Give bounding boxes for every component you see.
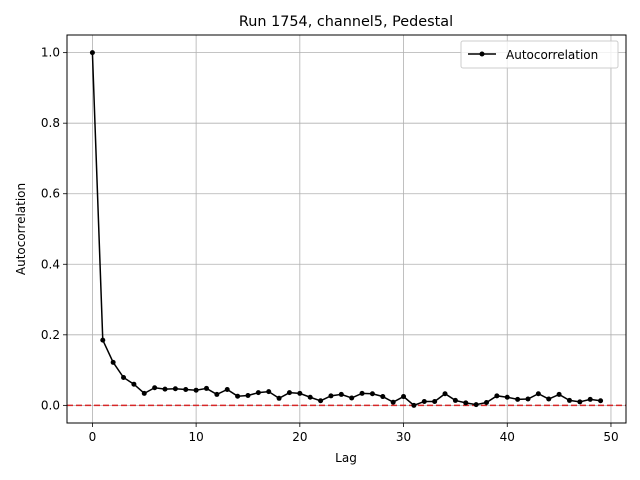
data-point <box>390 399 396 405</box>
data-point <box>328 393 334 399</box>
data-point <box>546 396 552 402</box>
data-point <box>556 391 562 397</box>
y-tick-label: 0.4 <box>41 257 60 271</box>
data-point <box>535 391 541 397</box>
legend-marker-icon <box>479 51 485 57</box>
data-point <box>162 386 168 392</box>
chart-title: Run 1754, channel5, Pedestal <box>239 14 453 30</box>
data-point <box>307 394 313 400</box>
legend-box <box>460 40 619 69</box>
data-point <box>255 390 261 396</box>
data-point <box>172 386 178 392</box>
data-point <box>598 398 604 404</box>
y-tick-label: 0.2 <box>41 328 60 342</box>
data-point <box>421 398 427 404</box>
y-axis-ticks: 0.0 0.2 0.4 0.6 0.8 1.0 <box>41 46 67 412</box>
data-point <box>245 392 251 398</box>
data-point <box>152 385 158 391</box>
legend: Autocorrelation <box>460 40 619 69</box>
data-point <box>463 400 469 406</box>
y-tick-label: 0.0 <box>41 398 60 412</box>
x-axis-label: Lag <box>335 451 357 465</box>
data-point <box>183 386 189 392</box>
data-point <box>494 393 500 399</box>
x-tick-label: 50 <box>603 430 618 444</box>
legend-label-autocorrelation: Autocorrelation <box>506 48 598 62</box>
data-point <box>587 396 593 402</box>
data-point <box>525 396 531 402</box>
data-point <box>100 337 106 343</box>
data-point <box>380 394 386 400</box>
data-point <box>224 386 230 392</box>
series-points <box>89 50 604 408</box>
data-point <box>121 374 127 380</box>
data-point <box>318 398 324 404</box>
data-point <box>369 391 375 397</box>
plot-frame <box>66 34 627 424</box>
data-point <box>110 359 116 365</box>
x-tick-label: 40 <box>500 430 515 444</box>
data-point <box>401 394 407 400</box>
data-point <box>193 387 199 393</box>
data-point <box>338 391 344 397</box>
y-tick-label: 0.8 <box>41 116 60 130</box>
data-point <box>131 381 137 387</box>
x-tick-label: 10 <box>188 430 203 444</box>
y-axis-label: Autocorrelation <box>14 183 28 275</box>
data-point <box>235 393 241 399</box>
data-point <box>473 402 479 408</box>
data-point <box>484 400 490 406</box>
data-point <box>89 50 95 56</box>
data-point <box>203 385 209 391</box>
data-point <box>411 402 417 408</box>
data-point <box>349 395 355 401</box>
data-point <box>577 399 583 405</box>
data-point <box>504 394 510 400</box>
data-point <box>286 390 292 396</box>
data-point <box>141 390 147 396</box>
data-point <box>442 391 448 397</box>
data-point <box>432 398 438 404</box>
x-tick-label: 0 <box>89 430 97 444</box>
data-point <box>214 391 220 397</box>
data-point <box>515 396 521 402</box>
data-point <box>452 397 458 403</box>
data-point <box>297 390 303 396</box>
data-point <box>266 389 272 395</box>
x-tick-label: 20 <box>292 430 307 444</box>
y-tick-label: 0.6 <box>41 187 60 201</box>
x-tick-label: 30 <box>396 430 411 444</box>
data-point <box>276 395 282 401</box>
data-point <box>566 397 572 403</box>
data-point <box>359 390 365 396</box>
y-tick-label: 1.0 <box>41 46 60 60</box>
x-axis-ticks: 0 10 20 30 40 50 <box>89 423 619 444</box>
